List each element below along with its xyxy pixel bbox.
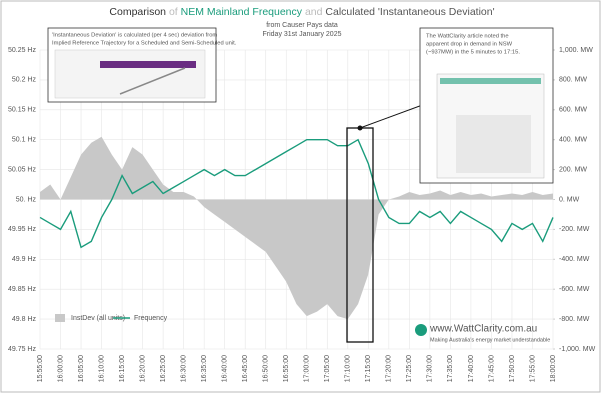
- y2-tick-label: -800. MW: [559, 316, 590, 323]
- legend-label: InstDev (all units): [71, 315, 125, 322]
- x-tick-label: 18:00:00: [550, 355, 557, 382]
- logo: [415, 324, 427, 336]
- x-tick-label: 17:25:00: [406, 355, 413, 382]
- y2-tick-label: 600. MW: [559, 107, 587, 114]
- x-tick-label: 17:45:00: [488, 355, 495, 382]
- y-tick-label: 49.9 Hz: [12, 256, 37, 263]
- x-tick-label: 17:20:00: [386, 355, 393, 382]
- x-tick-label: 16:50:00: [263, 355, 270, 382]
- x-tick-label: 16:30:00: [180, 355, 187, 382]
- x-tick-label: 16:20:00: [139, 355, 146, 382]
- y2-tick-label: -1,000. MW: [559, 346, 596, 353]
- y-tick-label: 50.2 Hz: [12, 77, 37, 84]
- area: [40, 136, 553, 320]
- title-part: of: [169, 6, 178, 18]
- y2-tick-label: -600. MW: [559, 286, 590, 293]
- y-tick-label: 50.25 Hz: [8, 47, 37, 54]
- y-tick-label: 50. Hz: [16, 196, 37, 203]
- watermark: Making Australia's energy market underst…: [430, 337, 550, 343]
- x-tick-label: 17:50:00: [509, 355, 516, 382]
- image-header: [100, 61, 196, 68]
- title-part: Calculated 'Instantaneous Deviation': [325, 6, 494, 18]
- y-tick-label: 49.85 Hz: [8, 286, 37, 293]
- watermark: www.WattClarity.com.au: [429, 324, 537, 335]
- x-tick-label: 16:10:00: [98, 355, 105, 382]
- image-panel: [456, 115, 531, 173]
- subtitle: Friday 31st January 2025: [263, 31, 342, 38]
- x-tick-label: 16:40:00: [222, 355, 229, 382]
- y-tick-label: 50.1 Hz: [12, 137, 37, 144]
- line: [39, 138, 554, 249]
- y-tick-label: 50.05 Hz: [8, 166, 37, 173]
- x-tick-label: 16:05:00: [78, 355, 85, 382]
- annotation: Implied Reference Trajectory for a Sched…: [52, 41, 237, 47]
- legend-swatch: [55, 314, 65, 322]
- title-part: and: [305, 6, 323, 18]
- x-tick-label: 16:55:00: [283, 355, 290, 382]
- x-tick-label: 15:55:00: [37, 355, 44, 382]
- y2-tick-label: 200. MW: [559, 166, 587, 173]
- y2-tick-label: 1,000. MW: [559, 47, 593, 54]
- title-part: Comparison: [109, 6, 166, 18]
- x-tick-label: 17:30:00: [427, 355, 434, 382]
- y-tick-label: 49.75 Hz: [8, 346, 37, 353]
- image-header: [440, 78, 541, 84]
- callout-dot: [357, 125, 363, 131]
- x-tick-label: 17:55:00: [529, 355, 536, 382]
- x-tick-label: 17:00:00: [304, 355, 311, 382]
- x-tick-label: 17:10:00: [345, 355, 352, 382]
- x-tick-label: 16:15:00: [119, 355, 126, 382]
- x-tick-label: 16:35:00: [201, 355, 208, 382]
- y2-tick-label: -400. MW: [559, 256, 590, 263]
- y2-tick-label: -200. MW: [559, 226, 590, 233]
- annotation: 'Instantaneous Deviation' is calculated …: [52, 33, 217, 39]
- image-line: [119, 67, 186, 95]
- y-tick-label: 49.8 Hz: [12, 316, 37, 323]
- x-tick-label: 16:25:00: [160, 355, 167, 382]
- annotation: The WattClarity article noted the: [426, 34, 509, 40]
- y-tick-label: 49.95 Hz: [8, 226, 37, 233]
- x-tick-label: 17:05:00: [324, 355, 331, 382]
- x-tick-label: 16:00:00: [57, 355, 64, 382]
- x-tick-label: 16:45:00: [242, 355, 249, 382]
- x-tick-label: 17:40:00: [468, 355, 475, 382]
- title-part: NEM Mainland Frequency: [181, 6, 303, 18]
- annotation: (~937MW) in the 5 minutes to 17:15.: [426, 50, 520, 56]
- annotation: apparent drop in demand in NSW: [426, 42, 513, 48]
- x-tick-label: 17:35:00: [447, 355, 454, 382]
- y-tick-label: 50.15 Hz: [8, 107, 37, 114]
- legend-label: Frequency: [134, 315, 168, 322]
- y2-tick-label: 0. MW: [559, 196, 580, 203]
- chart-title: Comparison of NEM Mainland Frequency and…: [109, 6, 494, 18]
- y2-tick-label: 400. MW: [559, 137, 587, 144]
- x-tick-label: 17:15:00: [365, 355, 372, 382]
- y2-tick-label: 800. MW: [559, 77, 587, 84]
- subtitle: from Causer Pays data: [266, 22, 338, 29]
